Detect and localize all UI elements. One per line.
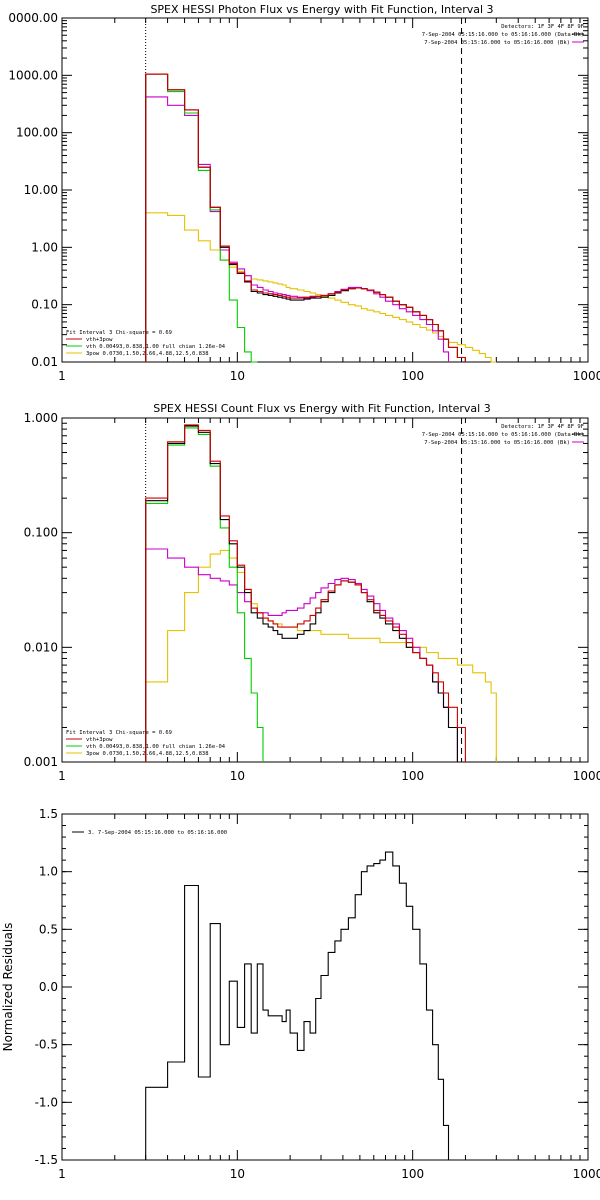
series-data-bk [145, 73, 466, 362]
photon-vth-label: vth 0.00493,0.838,1.00 full chian 1.26e-… [86, 344, 226, 350]
y-tick-label: 0.01 [31, 355, 58, 369]
x-tick-label: 1 [58, 369, 66, 383]
photon-flux-series [145, 73, 497, 363]
y-tick-label: 0.100 [24, 526, 58, 540]
photon-flux-panel: SPEX HESSI Photon Flux vs Energy with Fi… [8, 3, 600, 383]
y-tick-label: 0.5 [39, 922, 58, 936]
y-tick-label: 0.10 [31, 298, 58, 312]
count-flux-ticks: 1 10 100 1000 0.001 0.010 0.100 1.000 [24, 411, 600, 783]
count-fit-info: Fit Interval 3 Chi-square = 0.69 [66, 730, 172, 736]
photon-detectors-header: Detectors: 1F 3F 4F 8F 9F [501, 24, 584, 30]
residuals-ticks: 1 10 100 1000 -1.5 -1.0 -0.5 0.0 0.5 1.0 1.5 [35, 807, 600, 1181]
y-tick-label: -1.5 [35, 1153, 58, 1167]
y-tick-label: 1000.00 [8, 68, 58, 82]
count-detectors-header: Detectors: 1F 3F 4F 8F 9F [501, 424, 584, 430]
count-flux-frame [61, 417, 589, 763]
x-tick-label: 1 [58, 769, 66, 783]
y-tick-label: 10.00 [24, 183, 58, 197]
series-vth [145, 427, 264, 762]
x-tick-label: 10 [230, 769, 245, 783]
y-tick-label: 1.0 [39, 865, 58, 879]
photon-flux-annotations: Detectors: 1F 3F 4F 8F 9F 7-Sep-2004 05:… [66, 24, 584, 357]
count-flux-annotations: Detectors: 1F 3F 4F 8F 9F 7-Sep-2004 05:… [66, 424, 584, 757]
residuals-panel: 1 10 100 1000 -1.5 -1.0 -0.5 0.0 0.5 1.0 1.5 Norma… [1, 807, 600, 1181]
count-vth-label: vth 0.00493,0.838,1.00 full chian 1.26e-… [86, 744, 226, 750]
count-bk-header: 7-Sep-2004 05:15:16.000 to 05:16:16.000 … [424, 440, 570, 446]
y-tick-label: 1.00 [31, 240, 58, 254]
x-tick-label: 100 [401, 369, 424, 383]
x-tick-label: 1000 [573, 369, 600, 383]
count-flux-series [145, 424, 497, 763]
photon-flux-title: SPEX HESSI Photon Flux vs Energy with Fi… [150, 3, 493, 16]
y-tick-label: -1.0 [35, 1095, 58, 1109]
x-tick-label: 10 [230, 1167, 245, 1181]
y-tick-label: 1.5 [39, 807, 58, 821]
photon-databk-header: 7-Sep-2004 05:15:16.000 to 05:16:16.000 … [422, 32, 584, 38]
photon-bk-header: 7-Sep-2004 05:15:16.000 to 05:16:16.000 … [424, 40, 570, 46]
x-tick-label: 1000 [573, 1167, 600, 1181]
residuals-series [145, 851, 466, 1161]
y-tick-label: 0.0 [39, 980, 58, 994]
residuals-legend-label: 3. 7-Sep-2004 05:15:16.000 to 05:16:16.0… [88, 830, 227, 836]
photon-fit-info: Fit Interval 3 Chi-square = 0.69 [66, 330, 172, 336]
y-tick-label: 0.001 [24, 755, 58, 769]
photon-vth3pow-label: vth+3pow [86, 337, 113, 343]
count-vth3pow-label: vth+3pow [86, 737, 113, 743]
count-databk-header: 7-Sep-2004 05:15:16.000 to 05:16:16.000 … [422, 432, 584, 438]
y-tick-label: 0000.00 [8, 11, 58, 25]
series-bk [145, 548, 466, 763]
y-tick-label: -0.5 [35, 1038, 58, 1052]
series-vth [145, 73, 258, 363]
count-3pow-label: 3pow 0.0730,1.50,2.66,4.88,12.5,0.838 [86, 751, 209, 757]
y-tick-label: 0.010 [24, 640, 58, 654]
y-tick-label: 1.000 [24, 411, 58, 425]
count-flux-panel: SPEX HESSI Count Flux vs Energy with Fit… [24, 402, 600, 783]
photon-flux-ticks: 1 10 100 1000 0.01 0.10 1.00 10.00 100.00 1000.00… [8, 11, 600, 383]
series-vth-3pow [145, 424, 466, 762]
y-tick-label: 100.00 [16, 126, 58, 140]
count-flux-title: SPEX HESSI Count Flux vs Energy with Fit… [153, 402, 490, 415]
series-bk [145, 96, 450, 362]
x-tick-label: 1000 [573, 769, 600, 783]
residuals-frame [61, 813, 589, 1161]
photon-flux-frame [61, 17, 589, 363]
series-vth-3pow [145, 73, 466, 362]
x-tick-label: 100 [401, 769, 424, 783]
x-tick-label: 100 [401, 1167, 424, 1181]
series-3pow [145, 549, 497, 762]
residuals-ylabel: Normalized Residuals [1, 923, 15, 1052]
photon-3pow-label: 3pow 0.0730,1.50,2.66,4.88,12.5,0.838 [86, 351, 209, 357]
series-data-bk [145, 425, 466, 763]
x-tick-label: 10 [230, 369, 245, 383]
series-3-7-sep-2004-05-15-16-000-to-05-16-16-000 [145, 851, 466, 1161]
x-tick-label: 1 [58, 1167, 66, 1181]
